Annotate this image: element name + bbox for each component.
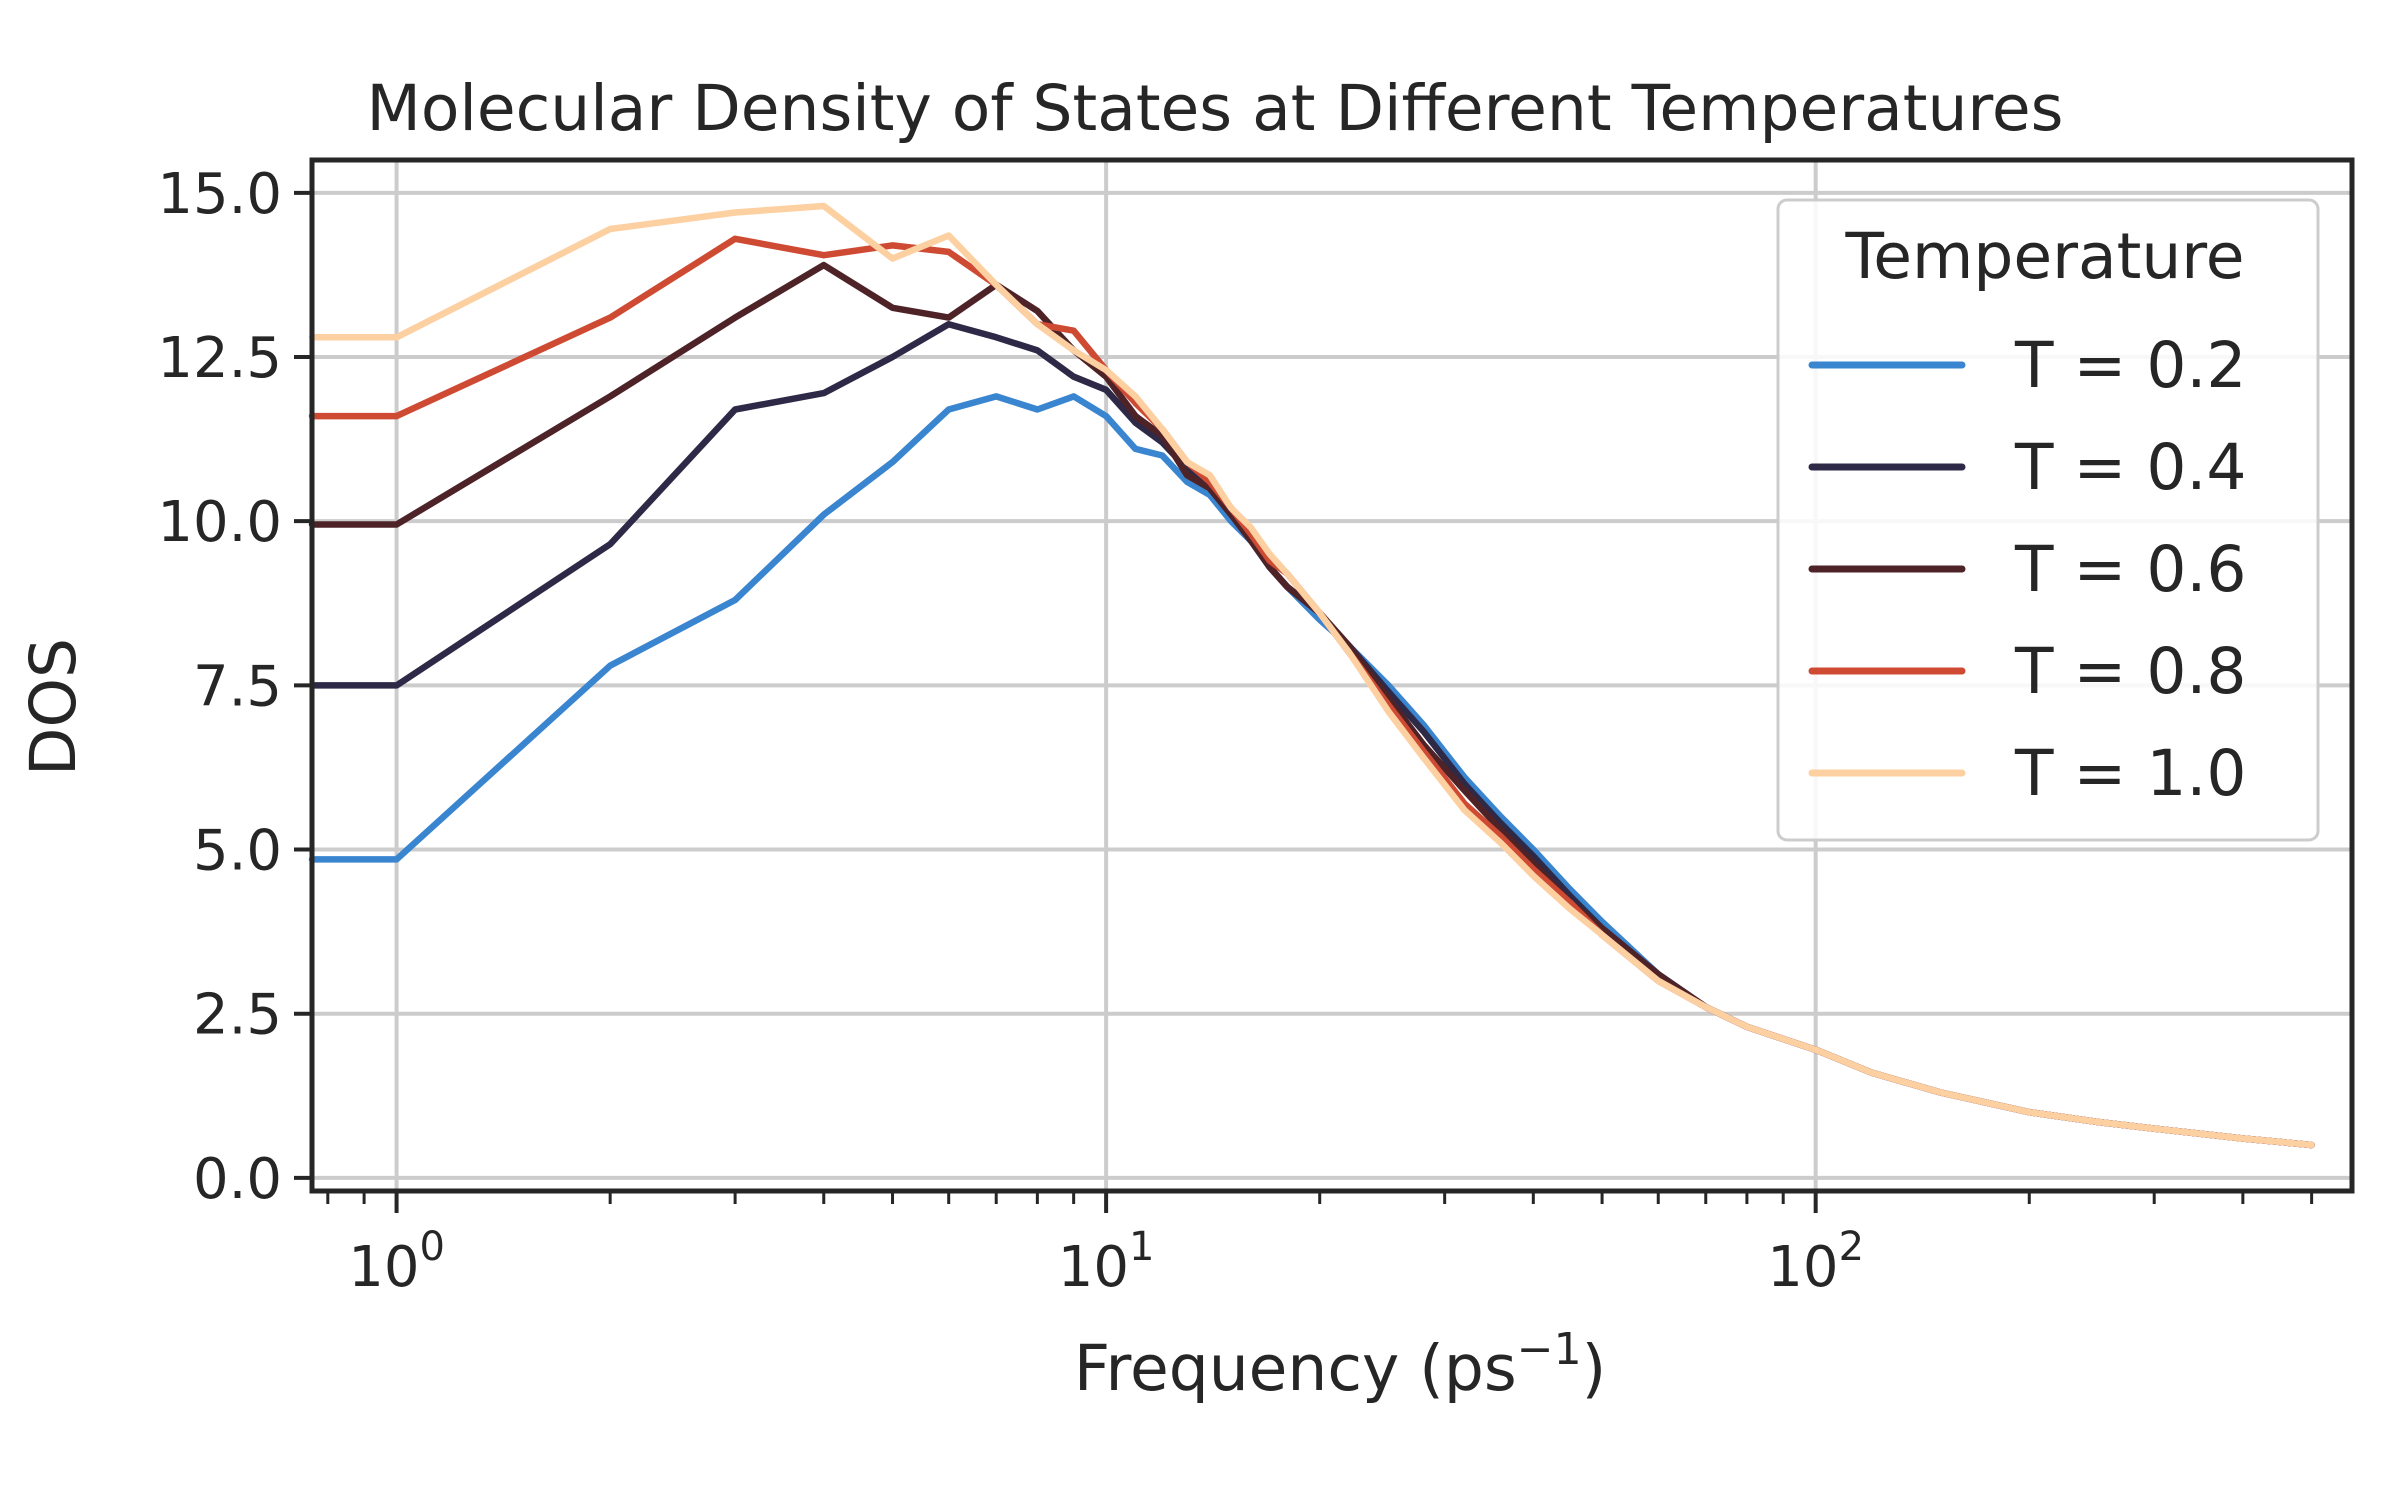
axes <box>294 157 2355 1213</box>
legend-entries: T = 0.2 T = 0.4 T = 0.6 T = 0.8 T = 1.0 <box>1808 329 2247 810</box>
y-tick-label: 15.0 <box>157 162 282 227</box>
x-tick-label: 100 <box>348 1224 445 1300</box>
legend-label: T = 0.6 <box>2014 533 2247 606</box>
x-tick-exponent: 0 <box>419 1224 444 1270</box>
x-tick-base: 10 <box>348 1235 419 1300</box>
x-tick-base: 10 <box>1058 1235 1129 1300</box>
legend-label: T = 0.8 <box>2014 635 2247 708</box>
y-tick-label: 0.0 <box>193 1147 282 1212</box>
legend-title: Temperature <box>1844 220 2244 293</box>
series-line <box>308 202 2315 1149</box>
series-lines <box>308 202 2315 1149</box>
legend: Temperature T = 0.2 T = 0.4 T = 0.6 T = 0.8… <box>1776 198 2320 842</box>
x-tick-base: 10 <box>1767 1235 1838 1300</box>
x-axis-label-sup: −1 <box>1517 1324 1582 1375</box>
y-tick-label: 2.5 <box>193 983 282 1048</box>
x-tick-label: 102 <box>1767 1224 1864 1300</box>
x-tick-exponent: 1 <box>1129 1224 1154 1270</box>
chart-title: Molecular Density of States at Different… <box>366 72 2063 145</box>
y-tick-label: 5.0 <box>193 819 282 884</box>
legend-label: T = 0.2 <box>2014 329 2247 402</box>
x-axis-label-end: ) <box>1582 1332 1607 1405</box>
plot-frame <box>309 157 2355 1194</box>
x-axis-label: Frequency (ps−1) <box>1074 1324 1606 1405</box>
y-tick-label: 12.5 <box>157 326 282 391</box>
x-tick-exponent: 2 <box>1839 1224 1864 1270</box>
y-tick-label: 7.5 <box>193 654 282 719</box>
legend-label: T = 1.0 <box>2014 737 2247 810</box>
x-axis-label-main: Frequency (ps <box>1074 1332 1517 1405</box>
y-axis-label: DOS <box>17 638 90 776</box>
grid-lines <box>312 160 2352 1191</box>
y-tick-label: 10.0 <box>157 490 282 555</box>
x-tick-label: 101 <box>1058 1224 1155 1300</box>
legend-label: T = 0.4 <box>2014 431 2247 504</box>
legend-frame <box>1776 198 2320 842</box>
